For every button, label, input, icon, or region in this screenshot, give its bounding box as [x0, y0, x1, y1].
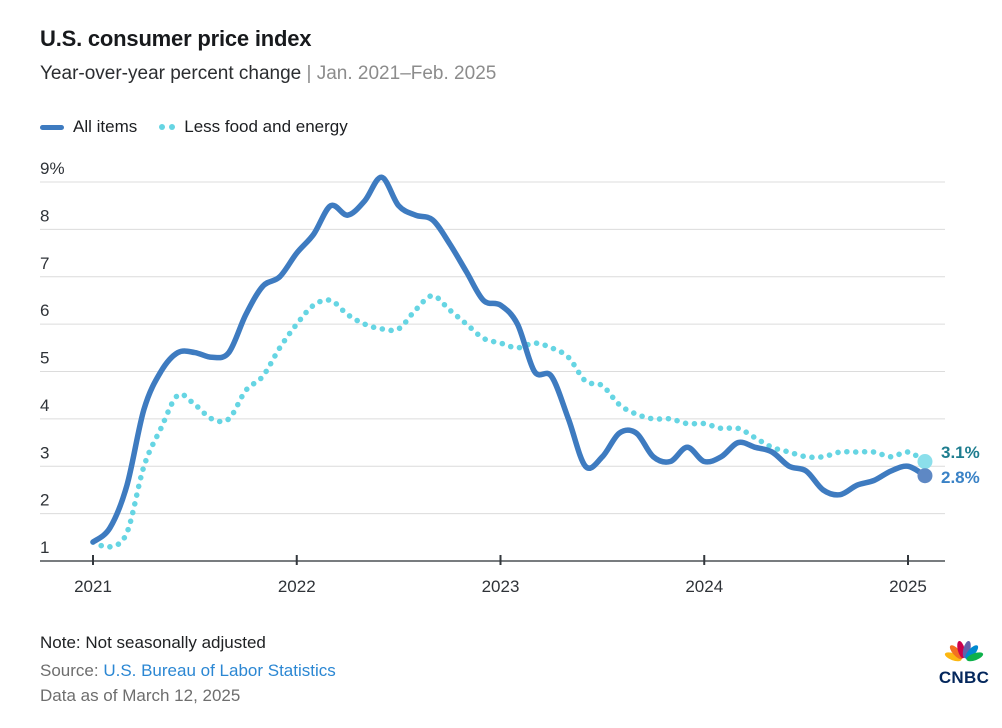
footer-source-line: Source: U.S. Bureau of Labor Statistics — [40, 661, 336, 681]
subtitle-main: Year-over-year percent change — [40, 63, 302, 84]
svg-text:7: 7 — [40, 254, 49, 273]
svg-text:2025: 2025 — [889, 577, 927, 596]
legend-item-core: Less food and energy — [159, 117, 348, 137]
legend-label-core: Less food and energy — [184, 117, 348, 136]
svg-text:3: 3 — [40, 443, 49, 462]
svg-text:2024: 2024 — [685, 577, 723, 596]
end-value-label-core: 3.1% — [941, 443, 980, 462]
solid-line-swatch-icon — [40, 124, 64, 130]
svg-text:2: 2 — [40, 491, 49, 510]
peacock-icon — [944, 641, 984, 662]
svg-text:6: 6 — [40, 301, 49, 320]
end-value-label-all-items: 2.8% — [941, 468, 980, 487]
legend-label-all-items: All items — [73, 117, 138, 136]
svg-text:2023: 2023 — [482, 577, 520, 596]
legend-item-all-items: All items — [40, 117, 137, 137]
svg-text:2021: 2021 — [74, 577, 112, 596]
chart-legend: All items Less food and energy — [40, 117, 348, 137]
subtitle-separator: | — [306, 63, 312, 84]
dotted-line-swatch-icon — [159, 124, 176, 130]
source-prefix: Source: — [40, 661, 104, 680]
data-as-of: Data as of March 12, 2025 — [40, 686, 241, 705]
cnbc-logo[interactable]: CNBC — [936, 637, 992, 688]
svg-text:5: 5 — [40, 349, 49, 368]
page-title: U.S. consumer price index — [40, 26, 312, 51]
svg-text:1: 1 — [40, 538, 49, 557]
svg-text:8: 8 — [40, 206, 49, 225]
svg-text:9%: 9% — [40, 159, 65, 178]
footer-note: Note: Not seasonally adjusted — [40, 633, 266, 652]
source-link[interactable]: U.S. Bureau of Labor Statistics — [103, 661, 336, 680]
svg-text:4: 4 — [40, 396, 49, 415]
svg-text:2022: 2022 — [278, 577, 316, 596]
chart-subtitle: Year-over-year percent change | Jan. 202… — [40, 63, 496, 85]
cnbc-wordmark: CNBC — [938, 668, 990, 687]
subtitle-date-range: Jan. 2021–Feb. 2025 — [316, 63, 497, 84]
